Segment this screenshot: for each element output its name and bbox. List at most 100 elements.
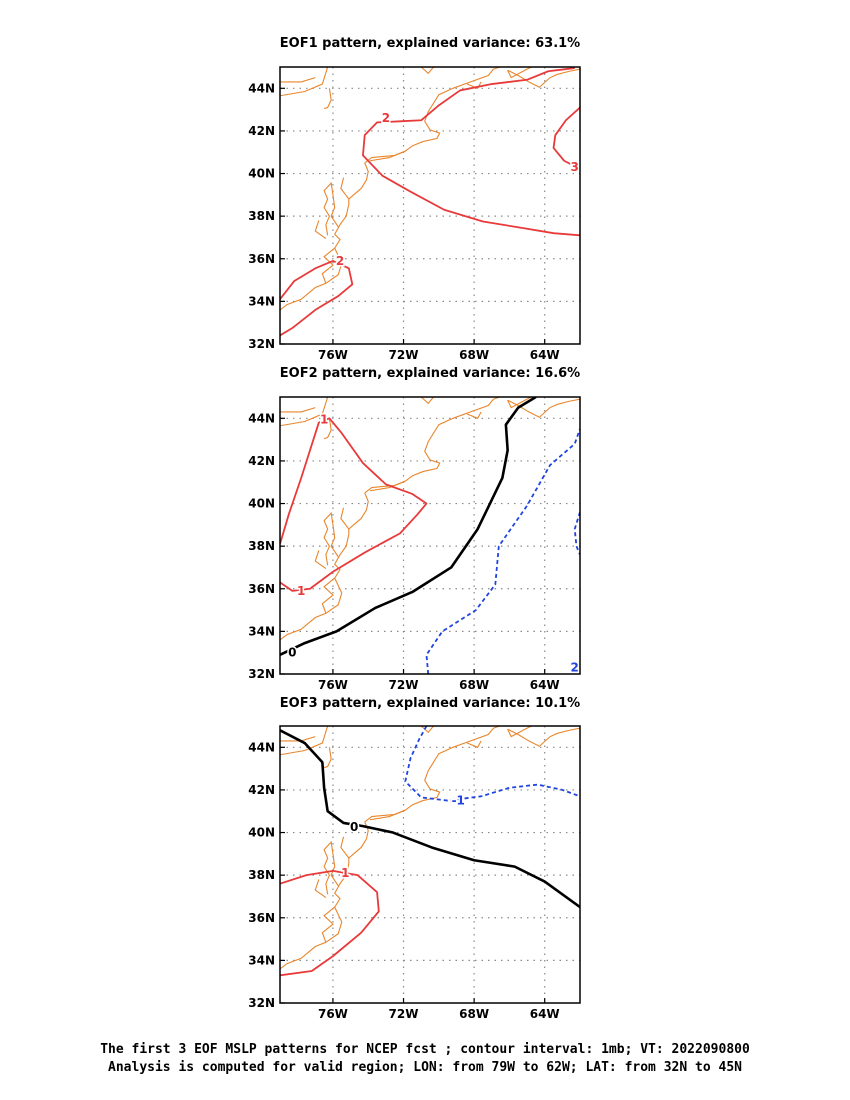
coastline xyxy=(507,727,580,747)
contour-line-0 xyxy=(280,397,537,656)
coastline xyxy=(314,550,327,569)
coastline xyxy=(280,67,329,97)
y-tick-label: 38N xyxy=(248,868,275,882)
coastline xyxy=(321,247,336,284)
coastline xyxy=(340,507,350,530)
y-tick-label: 42N xyxy=(248,454,275,468)
x-tick-label: 72W xyxy=(389,678,419,692)
coastline xyxy=(321,577,336,614)
plot-frame xyxy=(279,725,581,1004)
y-tick-label: 34N xyxy=(248,294,275,308)
plot-area: 2 3 2 xyxy=(280,67,580,344)
y-tick-label: 32N xyxy=(248,667,275,681)
coastline xyxy=(493,67,502,70)
coastline xyxy=(420,397,434,405)
plot-frame xyxy=(279,396,581,675)
y-tick-label: 36N xyxy=(248,252,275,266)
coastline xyxy=(340,836,350,859)
coastline xyxy=(323,511,339,566)
coastline xyxy=(466,411,482,419)
x-tick-label: 72W xyxy=(389,1007,419,1021)
contour-label: 1 xyxy=(297,584,305,598)
coastline xyxy=(280,726,329,756)
coastline xyxy=(321,906,336,943)
contour-line-neg2 xyxy=(573,511,580,556)
y-tick-label: 44N xyxy=(248,81,275,95)
coastline xyxy=(507,726,533,738)
coastline xyxy=(369,150,406,162)
coastline xyxy=(507,67,533,79)
coastline xyxy=(323,88,332,110)
coastline xyxy=(369,809,406,821)
x-tick-label: 76W xyxy=(318,348,348,362)
eof2-map: 1 1 0 2 76W 72W 68W 64W 32N 34N 36N 38N 40N 42N 44N xyxy=(248,396,581,692)
contour-label: 1 xyxy=(320,412,328,426)
coastline xyxy=(323,418,332,440)
contour-line-2 xyxy=(362,67,580,237)
y-tick-label: 44N xyxy=(248,740,275,754)
y-tick-label: 42N xyxy=(248,124,275,138)
y-tick-label: 36N xyxy=(248,911,275,925)
y-tick-label: 38N xyxy=(248,539,275,553)
contour-line-3 xyxy=(552,106,580,168)
coastline xyxy=(280,407,316,413)
panel-1-title: EOF1 pattern, explained variance: 63.1% xyxy=(279,36,581,51)
caption-line-1: The first 3 EOF MSLP patterns for NCEP f… xyxy=(100,1042,750,1057)
x-tick-label: 64W xyxy=(530,348,560,362)
coastline xyxy=(507,68,580,88)
contour-label: -1 xyxy=(452,794,465,808)
contour-label: 2 xyxy=(382,111,390,125)
coastline xyxy=(369,480,406,492)
eof1-map: 2 3 2 76W 72W 68W 64W 32N 34N 36N 38N 40N 42N 44N xyxy=(248,66,581,362)
y-tick-label: 44N xyxy=(248,411,275,425)
coastline xyxy=(314,220,327,239)
coastline xyxy=(280,821,369,970)
coastline xyxy=(364,398,494,494)
contour-label: 3 xyxy=(571,160,579,174)
coastline xyxy=(507,397,533,409)
x-tick-label: 76W xyxy=(318,678,348,692)
y-tick-label: 32N xyxy=(248,996,275,1010)
coastline xyxy=(466,81,482,89)
x-tick-label: 72W xyxy=(389,348,419,362)
plot-frame xyxy=(279,66,581,345)
coastline xyxy=(314,879,327,898)
x-tick-label: 64W xyxy=(530,1007,560,1021)
y-tick-label: 42N xyxy=(248,783,275,797)
coastline xyxy=(420,726,434,734)
contour-line-1 xyxy=(280,869,380,977)
contour-label: 2 xyxy=(336,254,344,268)
coastline xyxy=(493,397,502,400)
contour-line-neg1 xyxy=(404,726,580,802)
plot-area: 1 1 0 2 xyxy=(280,397,580,675)
coastline xyxy=(323,747,332,769)
x-tick-label: 68W xyxy=(459,1007,489,1021)
y-tick-label: 36N xyxy=(248,582,275,596)
contour-line-0 xyxy=(280,729,580,909)
contour-line-2 xyxy=(280,259,354,337)
panel-2-title: EOF2 pattern, explained variance: 16.6% xyxy=(279,366,581,381)
contour-line-neg1 xyxy=(425,428,580,674)
coastline xyxy=(340,177,350,200)
coastline xyxy=(280,162,369,311)
x-tick-label: 68W xyxy=(459,678,489,692)
coastline xyxy=(323,181,339,236)
y-tick-label: 40N xyxy=(248,497,275,511)
y-tick-label: 40N xyxy=(248,167,275,181)
y-tick-label: 40N xyxy=(248,826,275,840)
contour-label: 2 xyxy=(571,661,579,675)
caption-line-2: Analysis is computed for valid region; L… xyxy=(108,1060,742,1075)
coastline xyxy=(364,727,494,823)
y-tick-label: 38N xyxy=(248,209,275,223)
coastline xyxy=(493,726,502,729)
y-tick-label: 34N xyxy=(248,624,275,638)
coastline xyxy=(466,740,482,748)
x-tick-label: 68W xyxy=(459,348,489,362)
coastline xyxy=(280,397,329,427)
eof3-map: 0 1 -1 76W 72W 68W 64W 32N 34N 36N 38N 40N 42N 44N xyxy=(248,725,581,1021)
x-tick-label: 64W xyxy=(530,678,560,692)
contour-label: 0 xyxy=(350,820,358,834)
contour-label: 1 xyxy=(341,866,349,880)
contour-line-1 xyxy=(280,417,428,592)
